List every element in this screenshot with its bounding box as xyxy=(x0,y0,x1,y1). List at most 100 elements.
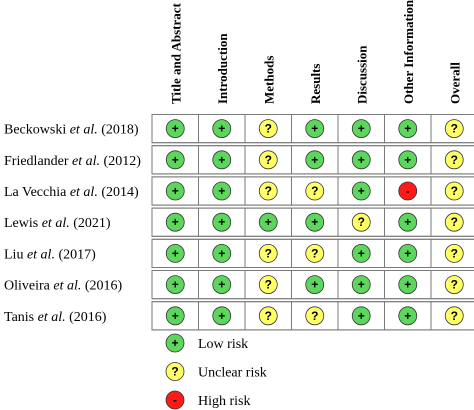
rating-symbol: + xyxy=(404,246,411,260)
rating-low-marker xyxy=(212,275,232,295)
rating-grid: + +? + + + ? + +? + + + ? + +?? + - ? + + + +? + ? + +?? + + ? + +? + +… xyxy=(151,114,474,331)
rating-symbol: + xyxy=(404,309,411,323)
legend-item-low: + Low risk xyxy=(165,333,248,353)
study-name: Beckowski xyxy=(4,123,70,138)
study-year: (2016) xyxy=(66,310,107,325)
rating-low-marker xyxy=(212,306,232,326)
rating-cell: ? xyxy=(291,176,339,206)
rating-symbol: + xyxy=(218,153,225,167)
rating-low-marker xyxy=(351,243,371,263)
rating-unclear-marker xyxy=(444,275,464,295)
rating-symbol: + xyxy=(172,215,179,229)
rating-symbol: + xyxy=(218,122,225,136)
rating-low-marker xyxy=(212,181,232,201)
rating-unclear-marker xyxy=(444,212,464,232)
study-etal: et al. xyxy=(53,279,81,294)
study-year: (2016) xyxy=(81,279,122,294)
rating-low-marker xyxy=(258,212,278,232)
rating-symbol: + xyxy=(404,278,411,292)
study-label: Friedlander et al. (2012) xyxy=(4,154,141,169)
rating-low-marker xyxy=(212,243,232,263)
rating-symbol: + xyxy=(218,184,225,198)
rating-low-marker xyxy=(351,119,371,139)
rating-low-marker xyxy=(398,150,418,170)
study-label: Lewis et al. (2021) xyxy=(4,216,111,231)
study-etal: et al. xyxy=(70,185,98,200)
rating-low-marker xyxy=(351,306,371,326)
rating-symbol: ? xyxy=(451,184,458,198)
study-label: Liu et al. (2017) xyxy=(4,247,96,262)
rating-symbol: - xyxy=(406,184,410,198)
rating-cell: ? xyxy=(430,145,474,175)
rating-cell: ? xyxy=(430,270,474,300)
rating-unclear-marker xyxy=(444,150,464,170)
study-name: La Vecchia xyxy=(4,185,70,200)
column-labels: Title and Abstract Introduction Methods Res… xyxy=(168,0,462,104)
rating-unclear-marker xyxy=(258,306,278,326)
rating-symbol: + xyxy=(311,122,318,136)
cell-border xyxy=(430,238,474,269)
rating-symbol: + xyxy=(358,278,365,292)
rating-cell: + xyxy=(384,114,432,144)
rating-symbol: ? xyxy=(265,278,272,292)
rating-symbol: ? xyxy=(265,122,272,136)
rating-symbol: + xyxy=(358,153,365,167)
legend-high-marker xyxy=(165,390,185,410)
rating-symbol: ? xyxy=(311,309,318,323)
column-label: Introduction xyxy=(215,33,230,104)
rating-symbol: + xyxy=(172,153,179,167)
rating-cell: ? xyxy=(430,238,474,269)
rating-low-marker xyxy=(305,119,325,139)
rating-low-marker xyxy=(351,150,371,170)
rating-symbol: ? xyxy=(358,215,365,229)
rating-symbol: + xyxy=(172,309,179,323)
study-etal: et al. xyxy=(38,310,66,325)
rating-unclear-marker xyxy=(351,212,371,232)
column-label: Results xyxy=(308,64,323,104)
rating-low-marker xyxy=(212,119,232,139)
rating-cell: ? xyxy=(430,207,474,237)
rating-symbol: ? xyxy=(451,278,458,292)
legend-label: High risk xyxy=(198,394,251,409)
study-label: La Vecchia et al. (2014) xyxy=(4,185,139,200)
study-etal: et al. xyxy=(27,247,55,262)
rating-symbol: ? xyxy=(451,215,458,229)
rating-symbol: + xyxy=(311,278,318,292)
column-label: Other Information xyxy=(401,0,416,104)
rating-cell: ? xyxy=(430,176,474,206)
study-name: Liu xyxy=(4,247,27,262)
rating-low-marker xyxy=(165,306,185,326)
rating-unclear-marker xyxy=(444,306,464,326)
rating-symbol: ? xyxy=(311,184,318,198)
rating-cell: + xyxy=(384,207,432,237)
rating-low-marker xyxy=(305,212,325,232)
study-year: (2012) xyxy=(100,154,141,169)
rating-symbol: + xyxy=(358,184,365,198)
study-year: (2021) xyxy=(70,216,111,231)
rating-symbol: + xyxy=(218,246,225,260)
study-etal: et al. xyxy=(42,216,70,231)
rating-cell: + xyxy=(337,301,385,331)
rating-symbol: + xyxy=(311,215,318,229)
rating-low-marker xyxy=(165,150,185,170)
rating-symbol: + xyxy=(218,309,225,323)
rating-cell: ? xyxy=(244,145,292,175)
rating-low-marker xyxy=(398,212,418,232)
cell-border xyxy=(430,114,474,144)
legend-symbol: - xyxy=(173,393,177,407)
rating-unclear-marker xyxy=(305,306,325,326)
rating-symbol: + xyxy=(218,278,225,292)
rating-symbol: + xyxy=(311,153,318,167)
study-label: Oliveira et al. (2016) xyxy=(4,279,123,294)
study-name: Oliveira xyxy=(4,279,53,294)
rating-cell: + xyxy=(291,145,339,175)
rating-unclear-marker xyxy=(305,181,325,201)
rating-low-marker xyxy=(398,119,418,139)
legend: + Low risk? Unclear risk - High risk xyxy=(165,333,267,410)
legend-label: Low risk xyxy=(198,337,248,352)
column-label: Methods xyxy=(261,56,276,104)
rating-symbol: ? xyxy=(451,122,458,136)
rating-cell: + xyxy=(151,238,199,269)
rating-unclear-marker xyxy=(305,243,325,263)
